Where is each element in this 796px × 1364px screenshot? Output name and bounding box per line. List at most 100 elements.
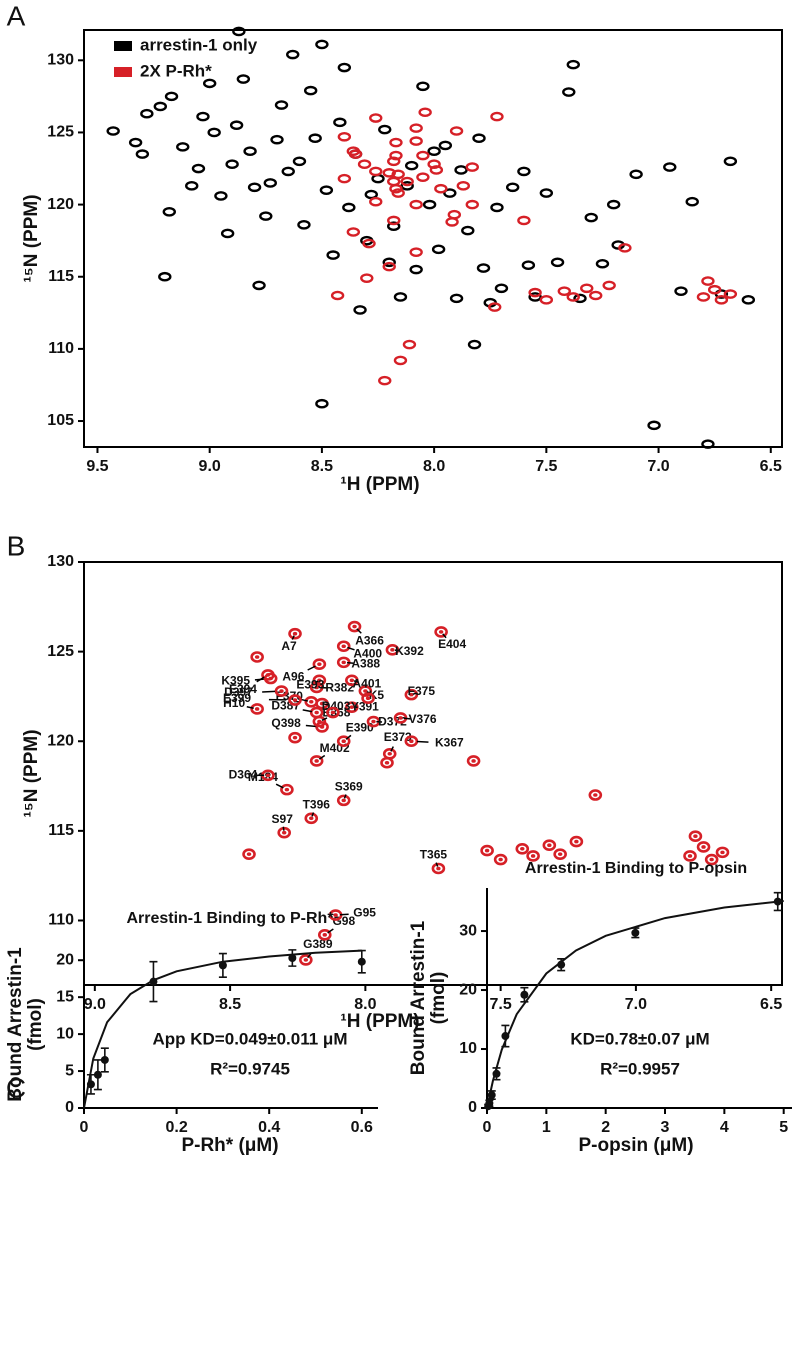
peak (358, 685, 373, 697)
peak (336, 735, 351, 748)
peak (550, 257, 565, 268)
peak (309, 755, 324, 767)
peak (387, 176, 401, 187)
peak (229, 120, 244, 131)
peak-core (693, 834, 698, 839)
y-tick-label: 115 (48, 822, 74, 839)
peak-core (309, 700, 314, 704)
peak (274, 100, 289, 110)
peak (389, 137, 403, 148)
peak-core (438, 630, 444, 634)
peak-label: R382 (325, 681, 354, 695)
peak (312, 658, 327, 670)
peak-core (547, 843, 552, 847)
peak (393, 355, 408, 366)
y-axis-label: Bound Arrestin-1 (5, 947, 26, 1102)
peak-label: K395 (221, 674, 250, 688)
peak (304, 812, 319, 825)
x-tick-label: 1 (542, 1119, 551, 1136)
peak (476, 263, 491, 273)
peak (465, 199, 479, 210)
label-pointer (356, 628, 362, 634)
peak (409, 264, 423, 275)
peak (357, 159, 372, 169)
label-pointer (246, 705, 254, 709)
chart-panel: 0 0.2 0.4 0.6 0 5 10 15 20 P-Rh* (μM) Bound Arrest… (5, 910, 378, 1156)
peak (346, 146, 361, 157)
annotation: App KD=0.049±0.011 μM (152, 1029, 347, 1048)
peak-label: A96 (282, 669, 304, 683)
label-pointer (282, 826, 285, 831)
x-tick-label: 9.5 (86, 458, 108, 475)
peak (704, 853, 719, 866)
x-tick-label: 8.5 (311, 458, 333, 475)
data-point (357, 957, 366, 966)
peak-core (322, 933, 327, 937)
y-tick-label: 20 (459, 981, 477, 998)
y-tick-label: 115 (48, 268, 74, 285)
peak (480, 844, 494, 857)
label-pointer (318, 754, 326, 760)
peak (449, 126, 464, 136)
peak (319, 185, 334, 195)
peak-core (409, 739, 414, 744)
peak (701, 439, 715, 449)
peak (715, 846, 730, 859)
y-axis-label: (fmol) (428, 972, 449, 1025)
peak (140, 108, 154, 119)
chart-panel: 9.5 9.0 8.5 8.0 7.5 7.0 6.5 105 110 115 120 125 130 ¹… (7, 0, 783, 495)
peak (573, 293, 587, 304)
peak (539, 295, 554, 305)
peak-core (371, 719, 376, 724)
label-pointer (262, 690, 276, 693)
peak-core (557, 852, 563, 856)
plot-frame (83, 29, 783, 448)
label-pointer (301, 698, 309, 702)
peak (416, 150, 430, 161)
peak-core (436, 866, 441, 871)
annotation: KD=0.78±0.07 μM (570, 1029, 709, 1048)
peak (418, 107, 432, 118)
peak (391, 169, 405, 180)
peak-core (349, 705, 355, 709)
peak-core (309, 816, 314, 821)
peak (431, 862, 446, 875)
peak (566, 292, 580, 302)
y-tick-label: 130 (47, 553, 74, 570)
peak (404, 735, 419, 748)
peak (449, 293, 464, 304)
peak-core (265, 773, 271, 778)
peak (315, 39, 329, 50)
peak-core (317, 678, 322, 683)
peak-label: D397 (224, 685, 253, 699)
peak (337, 62, 352, 73)
y-tick-label: 30 (459, 922, 477, 939)
y-axis-label: ¹⁵N (PPM) (21, 729, 42, 817)
peak (336, 640, 351, 653)
peak-label: D403 (322, 699, 351, 713)
peak (707, 284, 722, 295)
peak (330, 290, 345, 301)
peak (647, 420, 661, 431)
y-tick-label: 10 (56, 1025, 74, 1042)
x-axis-label: ¹H (PPM) (340, 474, 419, 495)
panel-letter: C (6, 1072, 26, 1103)
y-tick-label: 0 (468, 1099, 477, 1116)
peak-core (330, 710, 336, 715)
peak-core (341, 739, 346, 744)
label-pointer (390, 746, 394, 752)
x-axis-label: P-Rh* (μM) (181, 1135, 278, 1156)
peak (461, 225, 475, 236)
peak (164, 91, 179, 102)
peak-core (409, 692, 414, 697)
peak-core (593, 793, 598, 797)
peak (629, 169, 643, 180)
label-pointer (275, 783, 284, 789)
peak-core (390, 648, 395, 652)
legend-label: arrestin-1 only (140, 35, 258, 54)
peak (326, 250, 340, 260)
y-tick-label: 105 (47, 412, 74, 429)
x-tick-label: 9.0 (199, 458, 221, 475)
peak (243, 146, 257, 157)
